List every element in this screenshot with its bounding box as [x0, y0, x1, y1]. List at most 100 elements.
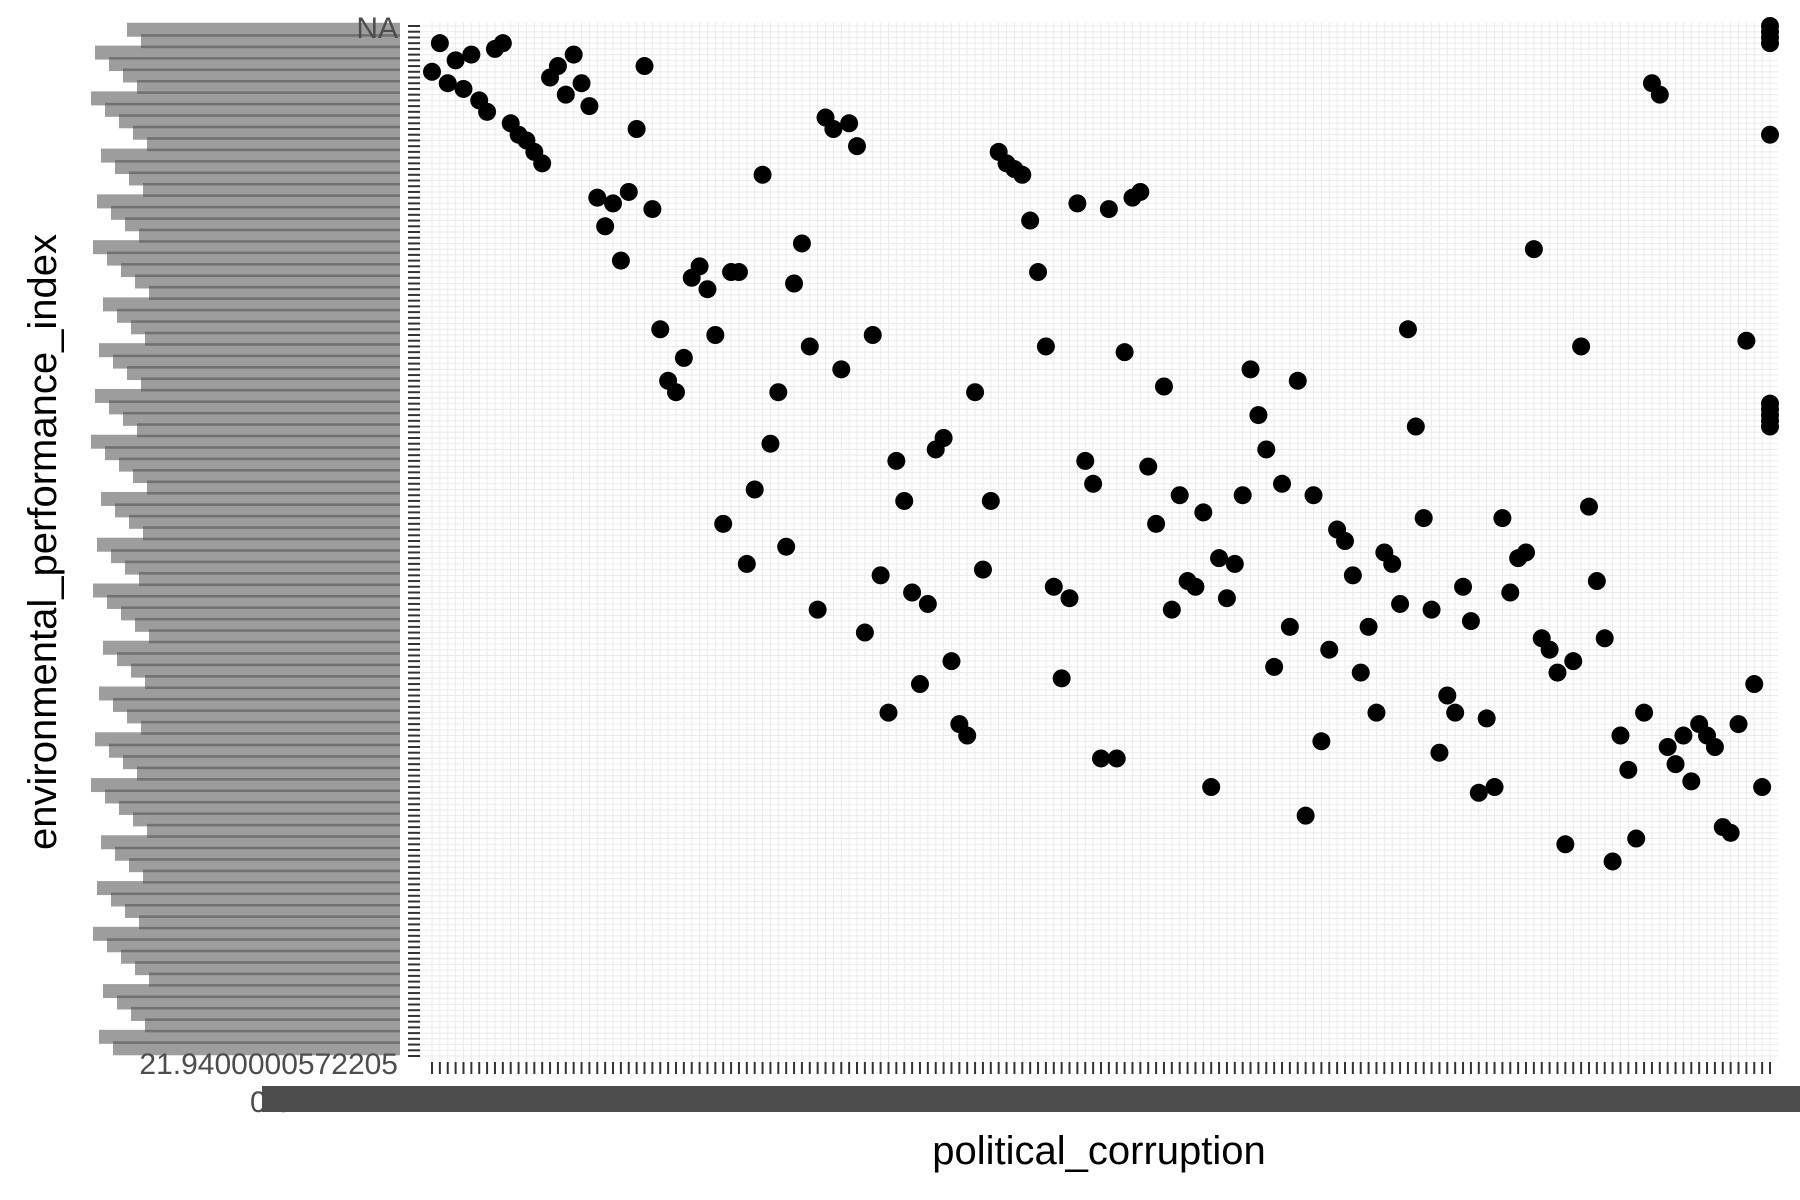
y-tick-label-overlap: [115, 160, 400, 175]
y-tick-label-overlap: [145, 675, 400, 690]
data-point: [1265, 657, 1284, 676]
y-tick-label-overlap: [119, 457, 400, 472]
data-point: [1225, 554, 1244, 573]
data-point: [1029, 263, 1048, 282]
y-axis-tick-labels: [91, 22, 400, 1056]
y-tick-label-overlap: [149, 972, 400, 987]
data-point: [438, 74, 457, 93]
data-point: [1611, 726, 1630, 745]
data-point: [1682, 772, 1701, 791]
data-point: [430, 34, 449, 53]
data-point: [1461, 612, 1480, 631]
data-point: [879, 703, 898, 722]
y-tick-label-overlap: [113, 1041, 400, 1056]
data-point: [1517, 543, 1536, 562]
y-tick-label-overlap: [125, 903, 400, 918]
y-tick-label-overlap: [105, 446, 400, 461]
y-tick-label-overlap: [115, 846, 400, 861]
y-tick-label-overlap: [137, 766, 400, 781]
data-point: [737, 554, 756, 573]
data-point: [690, 257, 709, 276]
plot-panel: [420, 22, 1778, 1062]
data-point: [1761, 17, 1779, 35]
data-point: [1312, 732, 1331, 751]
y-tick-label-overlap: [143, 182, 400, 197]
data-point: [910, 675, 929, 694]
y-tick-label-overlap: [109, 400, 400, 415]
data-point: [840, 114, 859, 133]
data-point: [745, 480, 764, 499]
data-point: [423, 62, 441, 81]
y-tick-label-overlap: [129, 171, 400, 186]
data-point: [1761, 394, 1779, 413]
y-tick-label-overlap: [139, 228, 400, 243]
y-tick-label-overlap: [129, 514, 400, 529]
data-point: [564, 45, 583, 64]
data-point: [871, 566, 890, 585]
y-tick-label-overlap: [107, 251, 400, 266]
data-point: [1296, 806, 1315, 825]
data-point: [966, 383, 985, 402]
y-tick-label-overlap: [97, 194, 400, 209]
data-point: [1737, 331, 1756, 350]
data-point: [446, 51, 465, 70]
data-points: [423, 17, 1779, 871]
data-point: [1013, 165, 1032, 184]
y-tick-label-overlap: [133, 469, 400, 484]
y-tick-label-overlap: [121, 263, 400, 278]
data-point: [1170, 486, 1189, 505]
data-point: [1273, 474, 1292, 493]
y-tick-label-overlap: [113, 354, 400, 369]
data-point: [848, 137, 867, 156]
y-tick-label-overlap: [125, 560, 400, 575]
y-tick-label-overlap: [103, 640, 400, 655]
x-axis-tick-labels: [262, 1086, 1800, 1112]
data-point: [1084, 474, 1103, 493]
y-tick-label-overlap: [139, 915, 400, 930]
data-point: [1280, 617, 1299, 636]
y-tick-label-overlap: [109, 743, 400, 758]
x-axis-ticks: [431, 1062, 1771, 1074]
y-tick-label-overlap: [107, 594, 400, 609]
data-point: [619, 182, 638, 201]
data-point: [1099, 200, 1118, 219]
y-tick-label-overlap: [121, 949, 400, 964]
data-point: [785, 274, 804, 293]
y-tick-label-overlap: [101, 491, 400, 506]
y-tick-label-overlap: [127, 22, 400, 37]
y-tick-label-overlap: [93, 926, 400, 941]
data-point: [643, 200, 662, 219]
data-point: [761, 434, 780, 453]
data-point: [1241, 360, 1260, 379]
data-point: [1107, 749, 1126, 768]
data-point: [808, 600, 827, 619]
data-point: [1650, 85, 1669, 104]
data-point: [1572, 337, 1591, 356]
data-point: [580, 97, 599, 116]
data-point: [1162, 600, 1181, 619]
y-tick-label-overlap: [147, 137, 400, 152]
data-point: [895, 491, 914, 510]
y-tick-label-overlap: [103, 984, 400, 999]
x-axis-title: political_corruption: [932, 1129, 1266, 1173]
data-point: [478, 102, 497, 121]
data-point: [666, 383, 685, 402]
data-point: [1202, 778, 1221, 797]
data-point: [958, 726, 977, 745]
y-tick-label-overlap: [145, 331, 400, 346]
data-point: [714, 514, 733, 533]
y-tick-label-overlap: [97, 537, 400, 552]
y-tick-label-overlap: [101, 835, 400, 850]
y-tick-label-overlap: [131, 320, 400, 335]
data-point: [1524, 240, 1543, 259]
y-tick-label-overlap: [111, 205, 400, 220]
data-point: [769, 383, 788, 402]
data-point: [1603, 852, 1622, 871]
data-point: [1493, 509, 1512, 528]
y-tick-label-overlap: [95, 45, 400, 60]
y-tick-label-overlap: [117, 308, 400, 323]
data-point: [729, 263, 748, 282]
data-point: [1076, 451, 1095, 470]
data-point: [1761, 125, 1779, 144]
y-tick-label-overlap: [115, 503, 400, 518]
